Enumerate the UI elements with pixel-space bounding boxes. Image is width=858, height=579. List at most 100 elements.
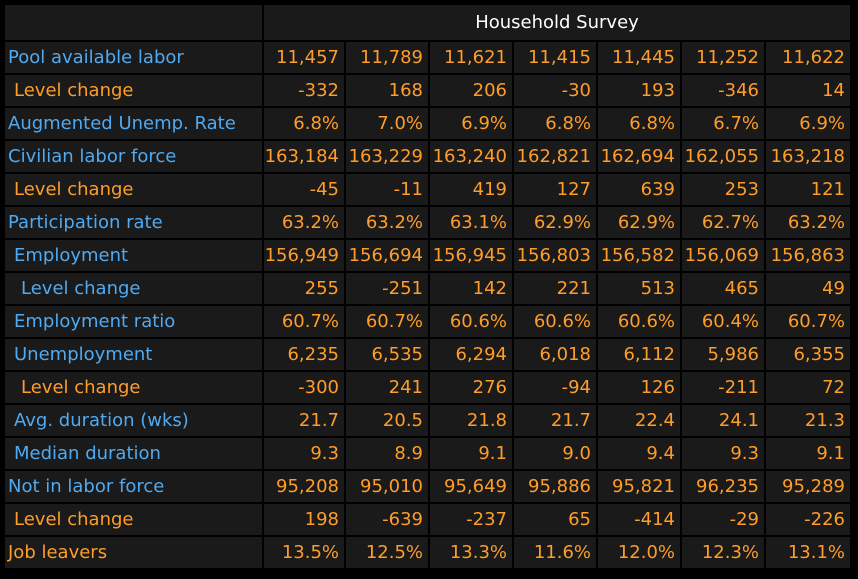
table-cell: 127 bbox=[514, 174, 596, 205]
row-label: Participation rate bbox=[5, 207, 262, 238]
table-cell: 72 bbox=[766, 372, 850, 403]
table-cell: 163,184 bbox=[264, 141, 344, 172]
table-cell: 60.6% bbox=[514, 306, 596, 337]
table-cell: 6,235 bbox=[264, 339, 344, 370]
table-cell: -11 bbox=[346, 174, 428, 205]
table-cell: 11,621 bbox=[430, 42, 512, 73]
table-cell: -94 bbox=[514, 372, 596, 403]
table-cell: 13.1% bbox=[766, 537, 850, 568]
row-label: Level change bbox=[5, 504, 262, 535]
row-label: Unemployment bbox=[5, 339, 262, 370]
table-row[interactable]: Job leavers 13.5% 12.5% 13.3% 11.6% 12.0… bbox=[0, 537, 858, 568]
table-cell: 60.7% bbox=[766, 306, 850, 337]
table-cell: -300 bbox=[264, 372, 344, 403]
table-cell: -251 bbox=[346, 273, 428, 304]
table-header: Household Survey bbox=[0, 5, 858, 40]
row-label: Augmented Unemp. Rate bbox=[5, 108, 262, 139]
table-cell: 156,863 bbox=[766, 240, 850, 271]
table-cell: 198 bbox=[264, 504, 344, 535]
table-cell: 95,821 bbox=[598, 471, 680, 502]
table-cell: 14 bbox=[766, 75, 850, 106]
header-label-cell bbox=[5, 5, 262, 40]
table-cell: 60.6% bbox=[430, 306, 512, 337]
table-cell: 11,457 bbox=[264, 42, 344, 73]
table-cell: 465 bbox=[682, 273, 764, 304]
table-cell: 20.5 bbox=[346, 405, 428, 436]
table-cell: 5,986 bbox=[682, 339, 764, 370]
table-cell: 6,018 bbox=[514, 339, 596, 370]
table-cell: 95,649 bbox=[430, 471, 512, 502]
table-cell: 9.1 bbox=[766, 438, 850, 469]
table-cell: 65 bbox=[514, 504, 596, 535]
table-cell: 11,252 bbox=[682, 42, 764, 73]
table-cell: 12.0% bbox=[598, 537, 680, 568]
table-row[interactable]: Augmented Unemp. Rate 6.8% 7.0% 6.9% 6.8… bbox=[0, 108, 858, 139]
table-cell: 639 bbox=[598, 174, 680, 205]
row-label: Level change bbox=[5, 372, 262, 403]
table-row[interactable]: Unemployment 6,235 6,535 6,294 6,018 6,1… bbox=[0, 339, 858, 370]
table-cell: 9.3 bbox=[682, 438, 764, 469]
table-cell: 63.1% bbox=[430, 207, 512, 238]
table-cell: 255 bbox=[264, 273, 344, 304]
table-cell: 6,112 bbox=[598, 339, 680, 370]
table-cell: 6.9% bbox=[766, 108, 850, 139]
table-cell: 11.6% bbox=[514, 537, 596, 568]
table-cell: 60.7% bbox=[264, 306, 344, 337]
table-cell: 21.8 bbox=[430, 405, 512, 436]
table-row[interactable]: Not in labor force 95,208 95,010 95,649 … bbox=[0, 471, 858, 502]
table-cell: -332 bbox=[264, 75, 344, 106]
table-row[interactable]: Pool available labor 11,457 11,789 11,62… bbox=[0, 42, 858, 73]
row-label: Level change bbox=[5, 174, 262, 205]
table-cell: 6.8% bbox=[514, 108, 596, 139]
table-title: Household Survey bbox=[264, 5, 850, 40]
table-row[interactable]: Median duration 9.3 8.9 9.1 9.0 9.4 9.3 … bbox=[0, 438, 858, 469]
table-cell: -29 bbox=[682, 504, 764, 535]
table-row[interactable]: Participation rate 63.2% 63.2% 63.1% 62.… bbox=[0, 207, 858, 238]
table-cell: -211 bbox=[682, 372, 764, 403]
table-cell: 9.4 bbox=[598, 438, 680, 469]
table-row[interactable]: Civilian labor force 163,184 163,229 163… bbox=[0, 141, 858, 172]
table-cell: 126 bbox=[598, 372, 680, 403]
table-cell: 63.2% bbox=[264, 207, 344, 238]
table-cell: -639 bbox=[346, 504, 428, 535]
table-cell: 12.3% bbox=[682, 537, 764, 568]
table-cell: 162,055 bbox=[682, 141, 764, 172]
table-row[interactable]: Employment ratio 60.7% 60.7% 60.6% 60.6%… bbox=[0, 306, 858, 337]
table-cell: 21.3 bbox=[766, 405, 850, 436]
table-cell: 6.7% bbox=[682, 108, 764, 139]
table-cell: 156,069 bbox=[682, 240, 764, 271]
table-cell: 6.8% bbox=[264, 108, 344, 139]
table-cell: 9.1 bbox=[430, 438, 512, 469]
table-cell: 21.7 bbox=[514, 405, 596, 436]
row-label: Employment ratio bbox=[5, 306, 262, 337]
table-cell: 95,010 bbox=[346, 471, 428, 502]
table-row[interactable]: Level change 198 -639 -237 65 -414 -29 -… bbox=[0, 504, 858, 535]
table-cell: -226 bbox=[766, 504, 850, 535]
table-cell: 206 bbox=[430, 75, 512, 106]
table-cell: 11,415 bbox=[514, 42, 596, 73]
table-cell: 62.7% bbox=[682, 207, 764, 238]
table-cell: 121 bbox=[766, 174, 850, 205]
table-cell: 221 bbox=[514, 273, 596, 304]
table-cell: 12.5% bbox=[346, 537, 428, 568]
table-cell: -414 bbox=[598, 504, 680, 535]
table-row[interactable]: Employment 156,949 156,694 156,945 156,8… bbox=[0, 240, 858, 271]
table-row[interactable]: Level change 255 -251 142 221 513 465 49 bbox=[0, 273, 858, 304]
table-cell: 9.3 bbox=[264, 438, 344, 469]
table-cell: 9.0 bbox=[514, 438, 596, 469]
table-row[interactable]: Level change -45 -11 419 127 639 253 121 bbox=[0, 174, 858, 205]
table-row[interactable]: Level change -300 241 276 -94 126 -211 7… bbox=[0, 372, 858, 403]
table-cell: 11,622 bbox=[766, 42, 850, 73]
table-body: Pool available labor 11,457 11,789 11,62… bbox=[0, 42, 858, 570]
table-row[interactable]: Level change -332 168 206 -30 193 -346 1… bbox=[0, 75, 858, 106]
table-cell: 253 bbox=[682, 174, 764, 205]
table-cell: 276 bbox=[430, 372, 512, 403]
table-row[interactable]: Avg. duration (wks) 21.7 20.5 21.8 21.7 … bbox=[0, 405, 858, 436]
table-cell: 163,229 bbox=[346, 141, 428, 172]
table-cell: 163,218 bbox=[766, 141, 850, 172]
table-cell: 6,294 bbox=[430, 339, 512, 370]
table-cell: 95,289 bbox=[766, 471, 850, 502]
row-label: Level change bbox=[5, 75, 262, 106]
table-cell: 6,535 bbox=[346, 339, 428, 370]
